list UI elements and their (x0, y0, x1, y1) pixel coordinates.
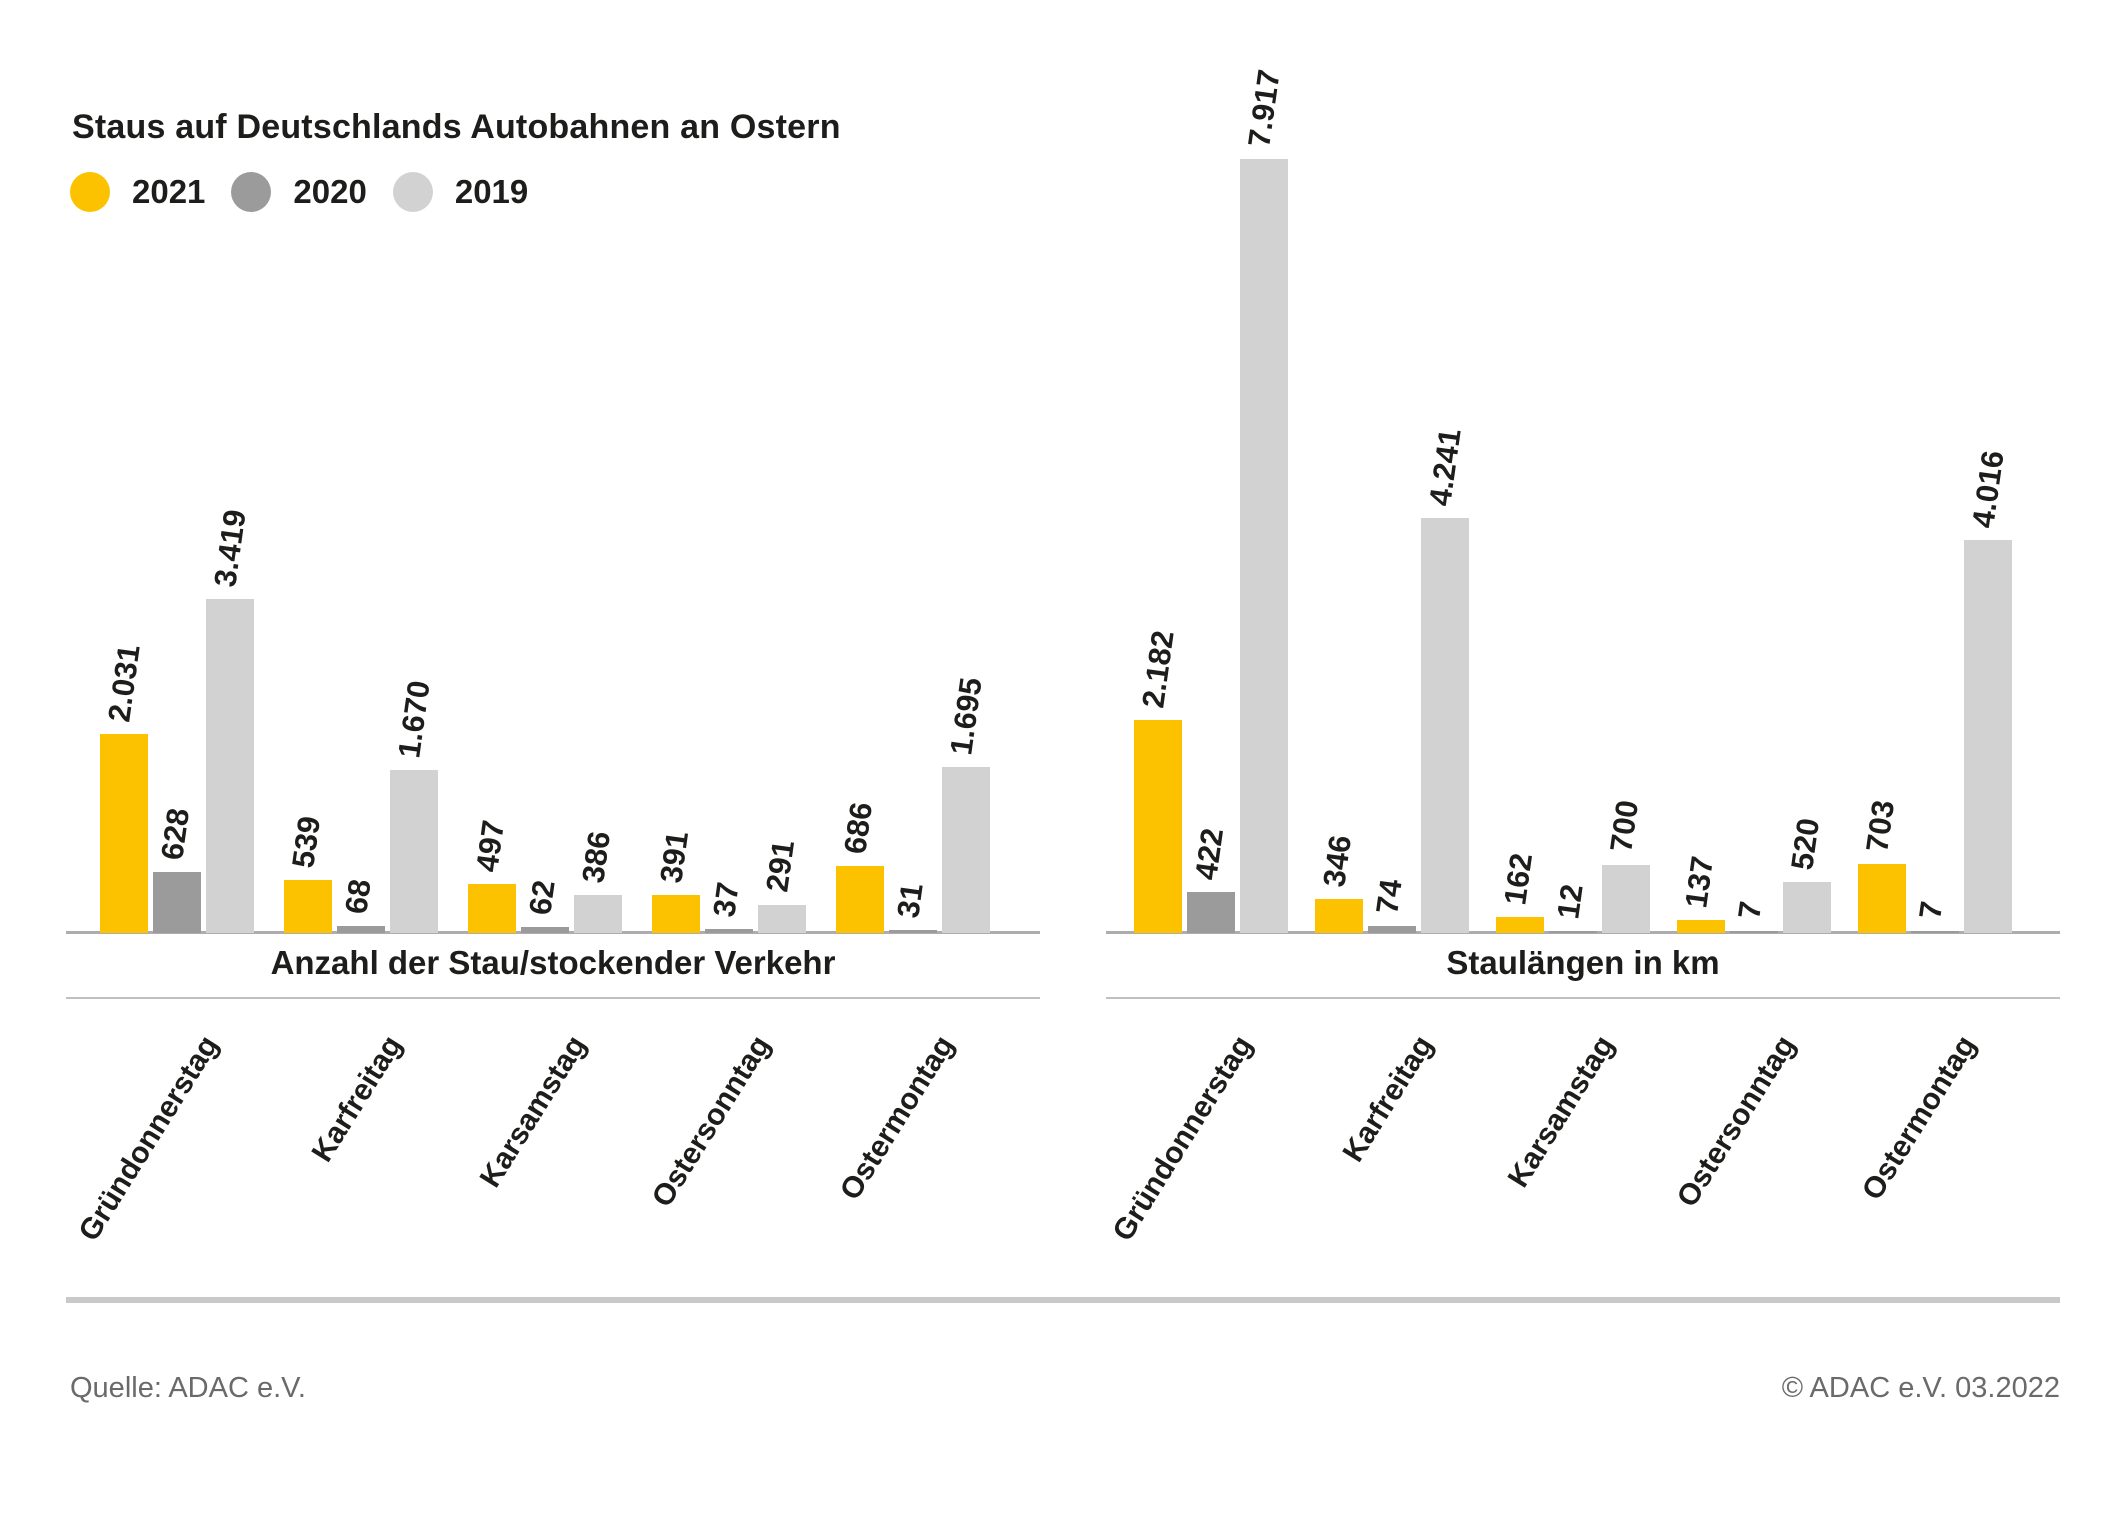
legend-item-2020: 2020 (231, 172, 367, 212)
bar-value-label: 162 (1497, 851, 1540, 908)
bar-value-label: 422 (1188, 825, 1231, 882)
legend-item-2021: 2021 (70, 172, 205, 212)
bar-value-label: 391 (653, 828, 696, 885)
bar-value-label: 700 (1603, 798, 1646, 855)
bar-value-label: 137 (1678, 853, 1721, 910)
bar-2020-Karsamstag (521, 926, 569, 933)
legend-dot-icon (392, 172, 433, 212)
bar-2019-Karsamstag (574, 895, 622, 933)
bar-2020-Ostermontag (1911, 931, 1959, 933)
bar-value-label: 539 (285, 814, 328, 871)
axis-title-left-chart: Anzahl der Stau/stockender Verkehr (270, 944, 836, 981)
bar-2021-Gründonnerstag (100, 734, 148, 933)
bar-2020-Karfreitag (1368, 925, 1416, 933)
bar-2021-Karfreitag (1315, 899, 1363, 933)
bar-value-label: 520 (1784, 816, 1827, 873)
bar-2021-Karfreitag (284, 880, 332, 933)
bar-2021-Karsamstag (1496, 917, 1544, 933)
bar-value-label: 62 (522, 877, 562, 917)
bar-value-label: 12 (1550, 881, 1590, 921)
bar-value-label: 2.182 (1135, 627, 1181, 710)
legend-label: 2019 (454, 173, 529, 210)
legend-dot-icon (70, 172, 110, 212)
bar-value-label: 37 (706, 880, 746, 920)
category-label: Karsamstag (1501, 1030, 1621, 1194)
bar-2021-Ostersonntag (1677, 919, 1725, 933)
bar-2020-Ostermontag (889, 929, 937, 933)
bar-value-label: 1.695 (943, 675, 989, 758)
bar-2021-Ostermontag (1858, 864, 1906, 933)
bar-value-label: 497 (469, 818, 512, 875)
bar-2021-Ostersonntag (652, 894, 700, 933)
bar-2019-Karfreitag (390, 769, 438, 933)
bar-2019-Ostersonntag (1783, 882, 1831, 933)
bar-2020-Ostersonntag (1730, 931, 1778, 933)
category-label: Ostermontag (834, 1030, 961, 1206)
bar-2021-Karsamstag (468, 884, 516, 933)
bar-value-label: 703 (1859, 798, 1902, 855)
bar-value-label: 7 (1912, 899, 1950, 921)
bar-value-label: 31 (890, 880, 930, 920)
bar-2020-Karsamstag (1549, 931, 1597, 933)
bar-2019-Ostersonntag (758, 904, 806, 933)
bar-2019-Karfreitag (1421, 518, 1469, 933)
footer-divider (66, 1297, 2060, 1303)
bar-value-label: 4.241 (1422, 426, 1468, 509)
bar-value-label: 74 (1369, 876, 1409, 916)
bar-value-label: 346 (1316, 833, 1359, 890)
bar-2020-Gründonnerstag (153, 871, 201, 933)
bar-2020-Gründonnerstag (1187, 891, 1235, 933)
bar-value-label: 1.670 (391, 678, 437, 760)
bar-2019-Gründonnerstag (206, 598, 254, 933)
category-separator-line-right-chart (1106, 997, 2060, 999)
legend-label: 2020 (293, 173, 367, 210)
bar-2019-Ostermontag (1964, 540, 2012, 933)
bar-2020-Ostersonntag (705, 929, 753, 933)
copyright-note: © ADAC e.V. 03.2022 (1781, 1372, 2060, 1404)
source-note: Quelle: ADAC e.V. (70, 1372, 306, 1404)
bar-value-label: 7 (1731, 899, 1769, 921)
bar-2020-Karfreitag (337, 926, 385, 933)
legend-label: 2021 (132, 173, 206, 210)
category-label: Ostersonntag (645, 1030, 777, 1213)
bar-value-label: 4.016 (1965, 448, 2011, 531)
category-label: Karsamstag (473, 1030, 593, 1194)
bar-value-label: 386 (575, 829, 618, 886)
bar-value-label: 291 (759, 838, 802, 895)
category-label: Gründonnerstag (1106, 1030, 1259, 1247)
bar-value-label: 7.917 (1241, 67, 1287, 149)
bar-2019-Ostermontag (942, 767, 990, 933)
legend-dot-icon (231, 172, 272, 212)
category-label: Karfreitag (1336, 1030, 1440, 1168)
axis-title-right-chart: Staulängen in km (1446, 944, 1720, 981)
bar-value-label: 628 (154, 805, 197, 862)
bar-value-label: 686 (837, 799, 880, 856)
bar-2019-Gründonnerstag (1240, 159, 1288, 933)
bar-value-label: 2.031 (101, 642, 147, 725)
bar-value-label: 68 (338, 877, 378, 917)
category-label: Karfreitag (305, 1030, 409, 1168)
bar-2021-Ostermontag (836, 865, 884, 933)
bar-2019-Karsamstag (1602, 864, 1650, 933)
category-separator-line-left-chart (66, 997, 1040, 999)
category-label: Gründonnerstag (72, 1030, 225, 1247)
page-title: Staus auf Deutschlands Autobahnen an Ost… (72, 108, 841, 146)
category-label: Ostermontag (1856, 1030, 1983, 1206)
legend: 2021 2020 2019 (70, 172, 528, 212)
legend-item-2019: 2019 (392, 172, 529, 212)
category-label: Ostersonntag (1670, 1030, 1802, 1213)
bar-value-label: 3.419 (207, 507, 253, 589)
bar-2021-Gründonnerstag (1134, 719, 1182, 933)
